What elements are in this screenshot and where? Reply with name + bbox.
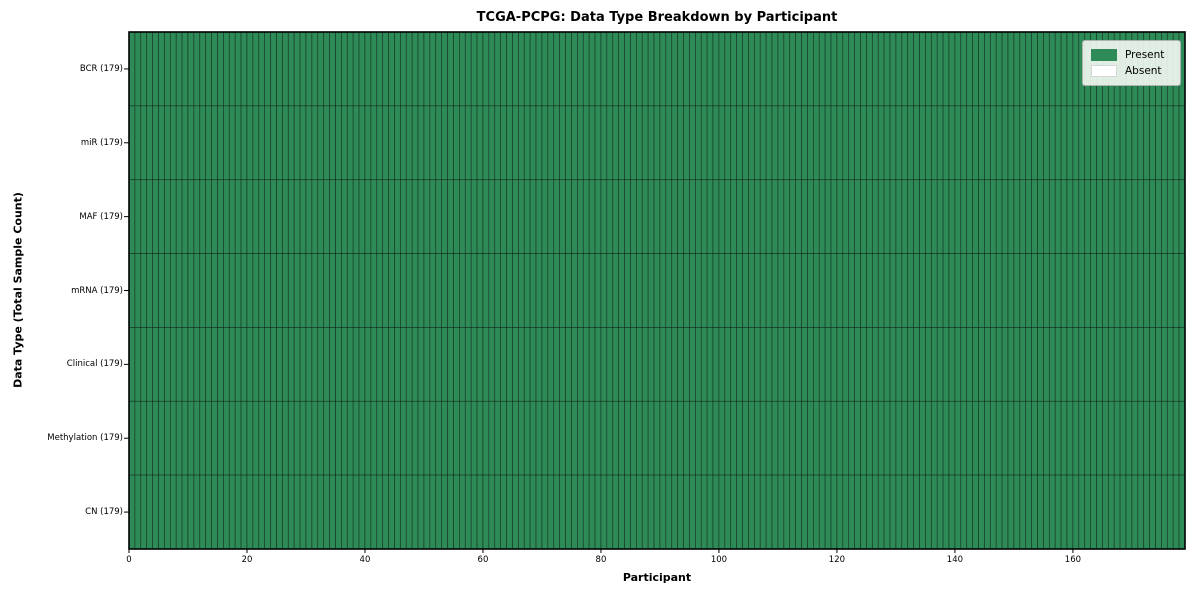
present-swatch-icon bbox=[1091, 49, 1117, 61]
x-tick-label: 100 bbox=[710, 555, 728, 565]
legend: Present Absent bbox=[1082, 40, 1181, 86]
x-tick-label: 80 bbox=[595, 555, 607, 565]
x-tick-label: 20 bbox=[241, 555, 253, 565]
y-tick-label: MAF (179) bbox=[79, 211, 123, 222]
y-tick-label: BCR (179) bbox=[79, 63, 123, 74]
x-tick-label: 60 bbox=[477, 555, 489, 565]
x-tick-label: 40 bbox=[359, 555, 371, 565]
y-tick-label: Clinical (179) bbox=[66, 359, 123, 370]
absent-swatch-icon bbox=[1091, 65, 1117, 77]
y-tick-label: Methylation (179) bbox=[47, 433, 123, 444]
x-tick-label: 0 bbox=[126, 555, 132, 565]
x-axis-label: Participant bbox=[622, 571, 692, 584]
y-tick-label: miR (179) bbox=[80, 137, 123, 148]
legend-label-absent: Absent bbox=[1125, 65, 1162, 77]
chart-title: TCGA-PCPG: Data Type Breakdown by Partic… bbox=[476, 10, 838, 25]
x-tick-label: 140 bbox=[946, 555, 964, 565]
y-tick-label: mRNA (179) bbox=[71, 285, 123, 296]
legend-item-present: Present bbox=[1091, 47, 1172, 63]
y-tick-label: CN (179) bbox=[85, 507, 123, 518]
x-tick-label: 120 bbox=[828, 555, 846, 565]
legend-label-present: Present bbox=[1125, 49, 1165, 61]
legend-item-absent: Absent bbox=[1091, 63, 1172, 79]
x-tick-label: 160 bbox=[1064, 555, 1082, 565]
y-axis-label: Data Type (Total Sample Count) bbox=[11, 192, 25, 388]
